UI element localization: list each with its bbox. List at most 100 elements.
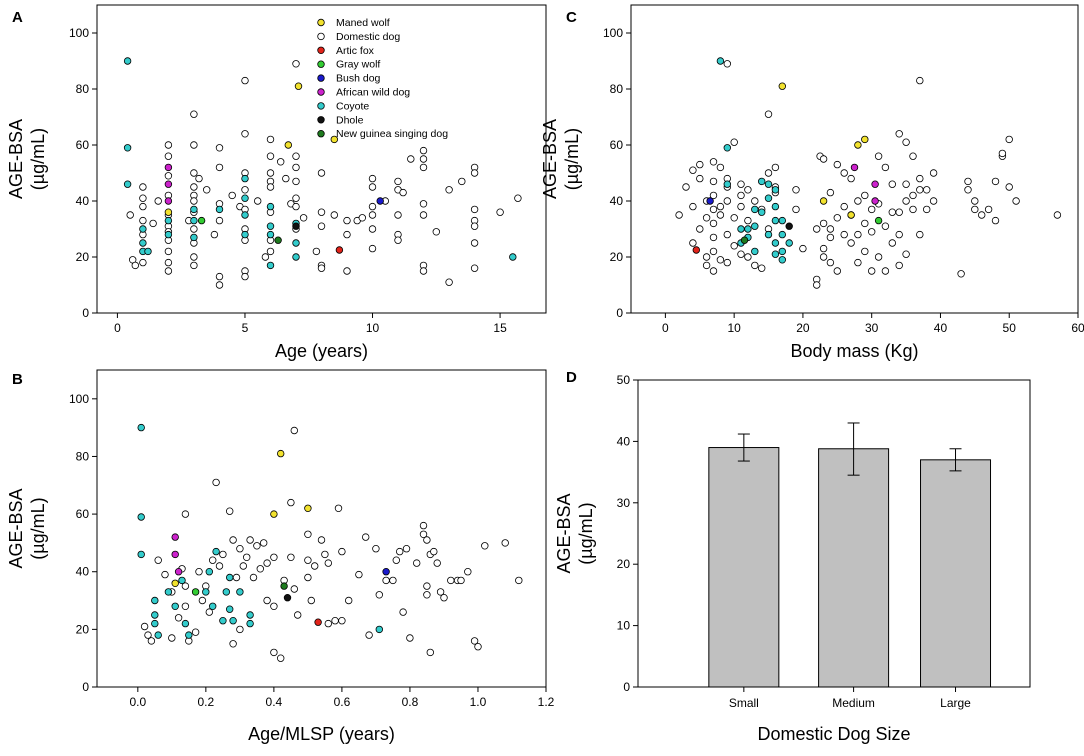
point-domestic-dog (716, 256, 725, 264)
point-domestic-dog (902, 197, 910, 205)
point-domestic-dog (392, 556, 400, 564)
y-tick-label: 40 (617, 434, 631, 448)
x-axis-label: Age/MLSP (years) (248, 724, 395, 744)
point-domestic-dog (190, 169, 198, 177)
point-coyote (771, 186, 780, 194)
point-domestic-dog (902, 138, 910, 146)
point-domestic-dog (861, 191, 869, 200)
point-coyote (375, 625, 383, 634)
y-tick-label: 60 (76, 138, 90, 152)
point-domestic-dog (131, 261, 139, 270)
y-axis-label: (µg/mL) (576, 502, 596, 564)
y-tick-label: 30 (617, 496, 631, 510)
point-new-guinea (280, 582, 288, 590)
point-domestic-dog (881, 267, 890, 275)
point-domestic-dog (139, 258, 147, 267)
point-domestic-dog (164, 247, 173, 256)
legend-marker-bush-dog (317, 74, 325, 82)
point-domestic-dog (868, 267, 876, 275)
point-new-guinea (740, 236, 749, 244)
point-domestic-dog (210, 230, 219, 239)
point-domestic-dog (266, 169, 275, 177)
point-domestic-dog (474, 643, 482, 651)
point-coyote (137, 513, 145, 521)
y-tick-label: 80 (76, 449, 90, 463)
point-domestic-dog (868, 228, 876, 236)
point-domestic-dog (957, 270, 965, 278)
y-tick-label: 60 (76, 507, 90, 521)
point-coyote (771, 202, 780, 211)
point-domestic-dog (242, 553, 251, 561)
y-tick-label: 40 (76, 194, 90, 208)
point-maned-wolf (304, 504, 312, 512)
point-domestic-dog (833, 214, 841, 222)
point-domestic-dog (419, 267, 428, 275)
point-domestic-dog (139, 194, 147, 202)
point-coyote (236, 588, 244, 596)
point-african-wild-dog (871, 197, 879, 205)
y-tick-label: 100 (69, 392, 89, 406)
y-tick-label: 20 (76, 250, 90, 264)
point-coyote (751, 205, 759, 214)
point-coyote (266, 222, 275, 230)
point-domestic-dog (241, 76, 249, 85)
point-maned-wolf (861, 135, 869, 144)
legend-label-gray-wolf: Gray wolf (336, 59, 380, 71)
point-domestic-dog (181, 602, 190, 610)
y-tick-label: 100 (603, 26, 623, 40)
point-coyote (246, 611, 254, 619)
point-domestic-dog (470, 637, 479, 645)
point-domestic-dog (689, 202, 697, 211)
point-dhole (283, 594, 292, 602)
panel-label-b: B (12, 371, 23, 388)
point-domestic-dog (696, 160, 704, 169)
point-domestic-dog (819, 253, 828, 261)
point-domestic-dog (389, 576, 397, 585)
point-coyote (778, 247, 786, 256)
point-domestic-dog (826, 188, 835, 197)
point-domestic-dog (394, 211, 402, 219)
point-domestic-dog (154, 556, 162, 564)
legend-label-artic-fox: Artic fox (336, 45, 375, 57)
point-coyote (764, 230, 773, 239)
point-domestic-dog (723, 197, 731, 205)
point-coyote (292, 253, 300, 261)
point-domestic-dog (232, 573, 241, 582)
point-domestic-dog (190, 141, 198, 149)
point-coyote (266, 202, 275, 211)
point-domestic-dog (813, 281, 821, 289)
y-tick-label: 10 (617, 619, 631, 633)
point-domestic-dog (304, 573, 312, 582)
point-domestic-dog (470, 169, 479, 177)
point-domestic-dog (881, 222, 890, 230)
point-domestic-dog (174, 614, 183, 622)
point-domestic-dog (140, 622, 149, 631)
panel-b-scatter: 0 20 40 60 80 100 0.0 0.2 0.4 0.6 0.8 1.0 1.2 Age/MLS… (6, 369, 555, 744)
point-domestic-dog (266, 135, 275, 144)
y-tick-label: 20 (76, 622, 90, 636)
point-domestic-dog (909, 205, 917, 214)
point-domestic-dog (368, 244, 377, 253)
point-bush-dog (382, 568, 390, 576)
point-maned-wolf (854, 141, 862, 149)
point-domestic-dog (144, 631, 152, 639)
point-domestic-dog (338, 617, 346, 625)
point-domestic-dog (368, 225, 377, 233)
point-coyote (778, 230, 786, 239)
x-tick-label: 0.8 (402, 695, 419, 709)
point-domestic-dog (394, 236, 402, 244)
point-domestic-dog (215, 562, 224, 570)
point-coyote (123, 144, 132, 152)
point-domestic-dog (419, 200, 428, 208)
category-label-small: Small (729, 696, 759, 710)
point-domestic-dog (312, 247, 321, 256)
point-coyote (751, 247, 759, 256)
point-domestic-dog (419, 521, 428, 530)
point-coyote (219, 617, 227, 625)
point-domestic-dog (407, 155, 415, 163)
point-domestic-dog (470, 239, 479, 247)
x-axis-label: Body mass (Kg) (790, 341, 918, 361)
point-domestic-dog (840, 230, 848, 239)
point-domestic-dog (343, 267, 351, 275)
